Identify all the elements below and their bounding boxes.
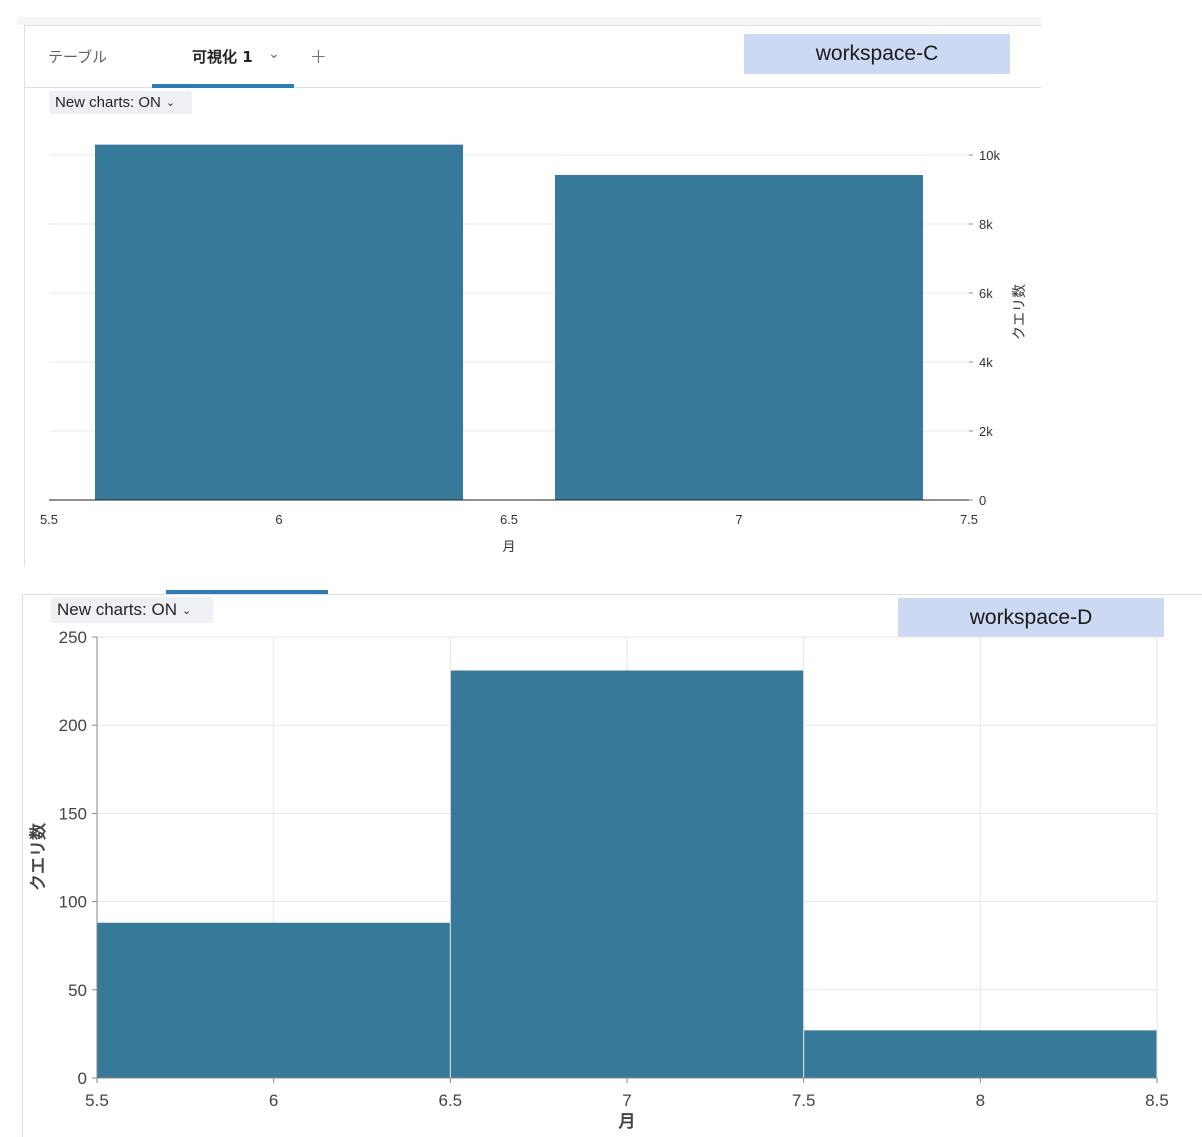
active-tab-indicator bbox=[152, 84, 294, 88]
tab-table[interactable]: テーブル bbox=[48, 48, 108, 66]
x-axis-label: 月 bbox=[502, 539, 515, 554]
bar-chart-c: 0 2k 4k 6k 8k 10k 5.5 6 6.5 7 7.5 月 クエリ数 bbox=[40, 144, 1027, 554]
x-tick-label: 5.5 bbox=[85, 1091, 109, 1110]
y-tick-label: 0 bbox=[78, 1069, 87, 1088]
workspace-d-label: workspace-D bbox=[898, 598, 1164, 637]
x-tick-label: 7.5 bbox=[792, 1091, 816, 1110]
x-tick-label: 6.5 bbox=[500, 512, 518, 527]
panel-d-frame bbox=[22, 594, 1202, 1137]
bar bbox=[804, 1030, 1157, 1078]
x-tick-label: 6 bbox=[269, 1091, 278, 1110]
chevron-down-icon: ⌄ bbox=[181, 604, 192, 617]
y-tick-label: 250 bbox=[59, 628, 87, 647]
new-charts-toggle-label: New charts: ON bbox=[57, 600, 177, 619]
x-tick-label: 7.5 bbox=[960, 512, 978, 527]
y-axis-label: クエリ数 bbox=[1011, 284, 1027, 340]
y-tick-label: 10k bbox=[979, 148, 1000, 163]
x-tick-label: 8.5 bbox=[1145, 1091, 1169, 1110]
bar bbox=[555, 175, 923, 500]
workspace-c-label: workspace-C bbox=[744, 34, 1010, 74]
y-tick-label: 200 bbox=[59, 716, 87, 735]
new-charts-toggle-d[interactable]: New charts: ON ⌄ bbox=[51, 597, 213, 623]
bar bbox=[450, 670, 804, 1078]
panel-c-top-band bbox=[17, 17, 1041, 25]
y-tick-label: 100 bbox=[59, 893, 87, 912]
x-tick-label: 7 bbox=[622, 1091, 631, 1110]
x-axis-label: 月 bbox=[618, 1112, 636, 1131]
x-tick-label: 6 bbox=[275, 512, 282, 527]
panel-c-frame bbox=[24, 25, 1042, 566]
x-tick-label: 8 bbox=[976, 1091, 985, 1110]
x-tick-label: 5.5 bbox=[40, 512, 58, 527]
bar bbox=[97, 922, 450, 1078]
tab-visualization-1[interactable]: 可視化 1 bbox=[192, 48, 253, 66]
active-tab-indicator-d bbox=[166, 590, 328, 594]
tab-bar-divider bbox=[25, 87, 1041, 88]
y-axis-label: クエリ数 bbox=[28, 822, 48, 891]
x-tick-label: 6.5 bbox=[439, 1091, 463, 1110]
chevron-down-icon: ⌄ bbox=[165, 97, 176, 109]
new-charts-toggle-c[interactable]: New charts: ON ⌄ bbox=[49, 91, 192, 114]
new-charts-toggle-label: New charts: ON bbox=[55, 94, 161, 111]
y-tick-label: 4k bbox=[979, 355, 993, 370]
bar bbox=[95, 144, 463, 500]
y-tick-label: 50 bbox=[68, 981, 87, 1000]
add-tab-plus-icon[interactable]: + bbox=[310, 44, 327, 68]
x-tick-label: 7 bbox=[735, 512, 742, 527]
y-tick-label: 2k bbox=[979, 424, 993, 439]
y-tick-label: 0 bbox=[979, 493, 986, 508]
y-tick-label: 6k bbox=[979, 286, 993, 301]
y-tick-label: 8k bbox=[979, 217, 993, 232]
y-tick-label: 150 bbox=[59, 804, 87, 823]
tab-chevron-down-icon[interactable]: ⌄ bbox=[268, 46, 280, 62]
